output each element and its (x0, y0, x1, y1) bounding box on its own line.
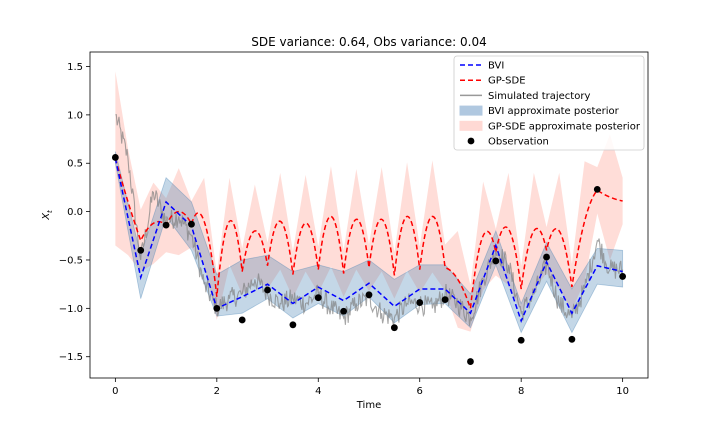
observation-point (264, 286, 271, 294)
observation-point (188, 220, 195, 228)
y-tick-label: 1.5 (67, 62, 83, 73)
bvi-mean-series (114, 158, 623, 324)
x-tick-label: 8 (518, 386, 524, 397)
plot-area (111, 71, 627, 365)
observation-point (365, 291, 373, 299)
observation-point (619, 273, 627, 280)
axes-frame (89, 51, 649, 379)
x-tick-label: 6 (417, 386, 423, 397)
y-axis-label-sub: t (46, 210, 54, 213)
y-tick-label: −1.5 (59, 352, 83, 363)
bvi-mean-line (114, 158, 623, 324)
legend-label: GP-SDE approximate posterior (488, 121, 641, 132)
x-axis: 0 2 4 6 8 10 (112, 378, 629, 397)
legend-label: BVI (488, 61, 504, 72)
observation-point (289, 321, 297, 329)
observation-point (213, 304, 221, 312)
legend-label: GP-SDE (488, 76, 526, 87)
observation-point (568, 335, 576, 343)
chart-title: SDE variance: 0.64, Obs variance: 0.04 (251, 35, 487, 49)
observation-point (517, 336, 525, 344)
y-axis-label-main: X (41, 212, 52, 221)
legend-swatch-patch (459, 120, 483, 131)
observation-point (492, 257, 500, 265)
x-tick-label: 10 (616, 386, 629, 397)
legend-swatch-marker (467, 137, 475, 145)
legend-frame (453, 55, 645, 151)
y-axis-label: Xt (41, 210, 54, 221)
y-tick-label: 0.0 (67, 207, 83, 218)
y-axis: −1.5 −1.0 −0.5 0.0 0.5 1.0 1.5 (59, 62, 90, 363)
x-axis-label: Time (356, 400, 381, 411)
observation-point (137, 246, 145, 254)
legend-items: BVI GP-SDE Simulated trajectory BVI approxi… (459, 61, 641, 148)
legend-label: Simulated trajectory (488, 91, 590, 102)
x-tick-label: 0 (112, 386, 118, 397)
y-tick-label: −0.5 (59, 255, 83, 266)
observation-point (340, 307, 348, 315)
observation-point (543, 253, 550, 261)
observation-point (111, 154, 119, 161)
observation-point (467, 358, 474, 365)
y-tick-label: 1.0 (67, 110, 83, 121)
observation-series (111, 154, 627, 365)
x-tick-label: 4 (315, 386, 321, 397)
legend-label: Observation (488, 137, 549, 148)
legend-label: BVI approximate posterior (488, 106, 620, 117)
observation-point (416, 299, 424, 306)
legend: BVI GP-SDE Simulated trajectory BVI approxi… (453, 55, 645, 151)
legend-swatch-patch (459, 105, 483, 116)
y-tick-label: 0.5 (67, 159, 83, 170)
observation-point (593, 185, 601, 193)
y-tick-label: −1.0 (59, 304, 83, 315)
observation-point (314, 294, 322, 302)
observation-point (441, 296, 449, 304)
observation-point (390, 324, 398, 332)
observation-point (162, 221, 170, 229)
observation-point (238, 316, 246, 324)
x-tick-label: 2 (214, 386, 220, 397)
